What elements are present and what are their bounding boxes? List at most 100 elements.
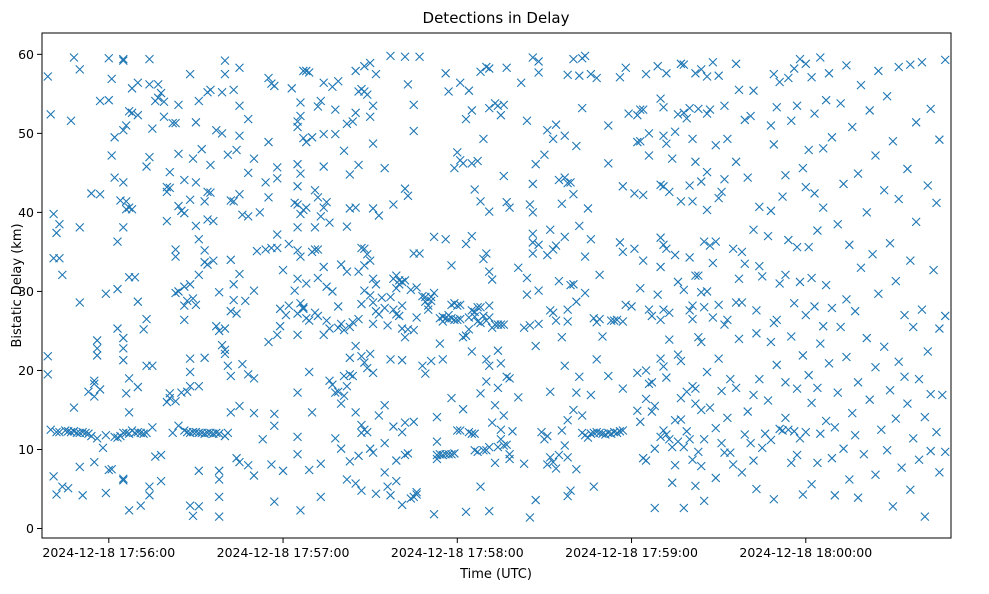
data-point bbox=[124, 373, 134, 383]
data-point bbox=[354, 314, 363, 324]
data-point bbox=[124, 407, 134, 417]
data-point bbox=[476, 196, 485, 206]
data-point bbox=[801, 182, 811, 192]
data-point bbox=[749, 86, 758, 96]
data-point bbox=[571, 297, 581, 307]
data-point bbox=[174, 287, 183, 296]
data-point bbox=[740, 259, 750, 269]
data-point bbox=[429, 288, 439, 298]
data-point bbox=[734, 334, 744, 344]
data-point bbox=[505, 454, 514, 464]
data-point bbox=[171, 396, 180, 406]
data-point bbox=[156, 450, 166, 460]
data-point bbox=[789, 64, 799, 73]
data-point bbox=[577, 411, 587, 420]
data-point bbox=[545, 387, 555, 397]
data-point bbox=[330, 129, 340, 139]
data-point bbox=[717, 187, 726, 197]
x-tick-label: 2024-12-18 17:58:00 bbox=[391, 545, 524, 560]
data-point bbox=[853, 377, 863, 387]
y-tick-label: 30 bbox=[18, 284, 34, 299]
data-point bbox=[563, 491, 573, 501]
data-point bbox=[55, 427, 64, 437]
data-point bbox=[844, 475, 854, 484]
data-point bbox=[316, 96, 326, 106]
data-point bbox=[345, 322, 355, 332]
data-point bbox=[467, 347, 477, 356]
data-point bbox=[479, 134, 488, 144]
data-point bbox=[775, 424, 785, 434]
data-point bbox=[89, 392, 99, 401]
data-point bbox=[301, 137, 311, 147]
data-point bbox=[632, 406, 642, 416]
data-point bbox=[121, 121, 131, 130]
data-point bbox=[214, 512, 224, 522]
data-point bbox=[229, 279, 239, 289]
data-point bbox=[458, 159, 468, 168]
data-point bbox=[496, 358, 506, 368]
data-point bbox=[235, 457, 244, 467]
data-point bbox=[743, 173, 753, 183]
data-point bbox=[423, 301, 433, 311]
data-point bbox=[676, 415, 686, 424]
data-point bbox=[150, 452, 160, 461]
data-point bbox=[359, 286, 369, 296]
data-point bbox=[862, 333, 872, 343]
data-point bbox=[365, 58, 375, 68]
data-point bbox=[656, 94, 665, 103]
data-point bbox=[386, 292, 395, 302]
data-point bbox=[696, 461, 706, 471]
data-point bbox=[603, 159, 613, 168]
data-point bbox=[926, 389, 936, 399]
data-point bbox=[296, 252, 305, 262]
data-point bbox=[691, 384, 700, 394]
data-point bbox=[272, 162, 282, 172]
data-point bbox=[383, 482, 392, 492]
data-point bbox=[86, 431, 96, 441]
data-point bbox=[118, 177, 128, 187]
data-point bbox=[560, 361, 570, 371]
data-point bbox=[386, 355, 395, 364]
data-point bbox=[49, 471, 59, 481]
data-point bbox=[368, 319, 378, 329]
data-point bbox=[696, 177, 706, 186]
data-point bbox=[630, 244, 639, 254]
data-point bbox=[879, 185, 889, 195]
data-point bbox=[386, 490, 395, 500]
data-point bbox=[290, 198, 300, 208]
data-point bbox=[586, 390, 596, 400]
data-point bbox=[168, 118, 178, 128]
data-point bbox=[583, 204, 593, 213]
data-point bbox=[792, 384, 802, 394]
data-point bbox=[118, 475, 128, 485]
data-point bbox=[926, 446, 936, 456]
data-point bbox=[371, 69, 381, 79]
data-point bbox=[336, 319, 346, 329]
data-point bbox=[391, 476, 401, 486]
data-point bbox=[362, 90, 372, 100]
data-point bbox=[229, 196, 239, 206]
data-point bbox=[749, 225, 758, 235]
data-point bbox=[284, 301, 294, 311]
data-point bbox=[635, 283, 645, 293]
data-point bbox=[220, 56, 230, 66]
data-point bbox=[92, 343, 102, 353]
y-tick-label: 40 bbox=[18, 205, 34, 220]
data-point bbox=[467, 429, 477, 439]
data-point bbox=[879, 342, 889, 352]
plot-frame bbox=[41, 32, 952, 539]
data-point bbox=[810, 189, 819, 198]
data-point bbox=[185, 279, 195, 289]
data-point bbox=[888, 501, 898, 511]
data-point bbox=[516, 78, 526, 88]
data-point bbox=[653, 290, 663, 299]
data-point bbox=[479, 254, 488, 264]
data-point bbox=[322, 282, 331, 292]
data-point bbox=[830, 422, 840, 432]
data-point bbox=[813, 458, 822, 468]
data-point bbox=[139, 429, 149, 439]
data-point bbox=[359, 260, 369, 270]
data-point bbox=[566, 486, 575, 495]
data-point bbox=[432, 454, 442, 464]
data-point bbox=[905, 485, 915, 495]
